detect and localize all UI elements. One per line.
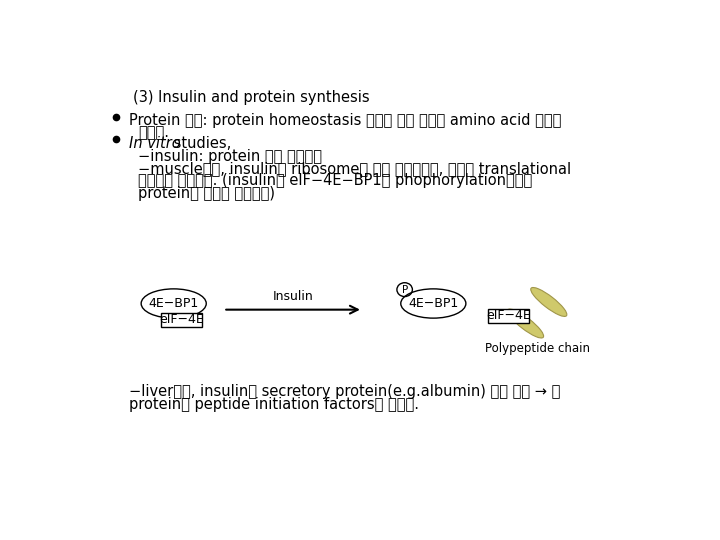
Text: (3) Insulin and protein synthesis: (3) Insulin and protein synthesis <box>132 90 369 105</box>
Text: eIF−4E: eIF−4E <box>159 313 204 326</box>
Text: Polypeptide chain: Polypeptide chain <box>485 342 590 355</box>
Text: studies,: studies, <box>169 137 231 151</box>
Text: −insulin: protein 합성 증가시킴: −insulin: protein 합성 증가시킴 <box>138 148 322 164</box>
Text: In vitro: In vitro <box>129 137 181 151</box>
Text: 4E−BP1: 4E−BP1 <box>408 297 459 310</box>
Ellipse shape <box>508 309 544 338</box>
Text: 효율성을 증가시킴. (insulin이 eIF−4E−BP1을 phophorylation시켜서: 효율성을 증가시킴. (insulin이 eIF−4E−BP1을 phophor… <box>138 173 532 188</box>
FancyBboxPatch shape <box>161 313 202 327</box>
Text: P: P <box>402 285 408 295</box>
Text: 4E−BP1: 4E−BP1 <box>148 297 199 310</box>
Text: Protein 합성: protein homeostasis 조절과 세포 내부의 amino acid 이용에: Protein 합성: protein homeostasis 조절과 세포 내… <box>129 113 561 129</box>
FancyBboxPatch shape <box>488 309 528 323</box>
Text: 도움됨.: 도움됨. <box>138 126 169 140</box>
Text: −muscle에서, insulin이 ribosome의 수를 증가시키고, 이것의 translational: −muscle에서, insulin이 ribosome의 수를 증가시키고, … <box>138 161 571 176</box>
Text: protein이 peptide initiation factors로 이용됨.: protein이 peptide initiation factors로 이용됨… <box>129 397 419 413</box>
Text: protein의 합성을 시작시킴): protein의 합성을 시작시킴) <box>138 186 275 201</box>
Text: eIF−4E: eIF−4E <box>486 309 531 322</box>
Text: −liver에서, insulin은 secretory protein(e.g.albumin) 합성 자극 → 이: −liver에서, insulin은 secretory protein(e.g… <box>129 384 560 400</box>
FancyArrowPatch shape <box>226 306 358 314</box>
Text: Insulin: Insulin <box>273 291 313 303</box>
Ellipse shape <box>531 287 567 316</box>
